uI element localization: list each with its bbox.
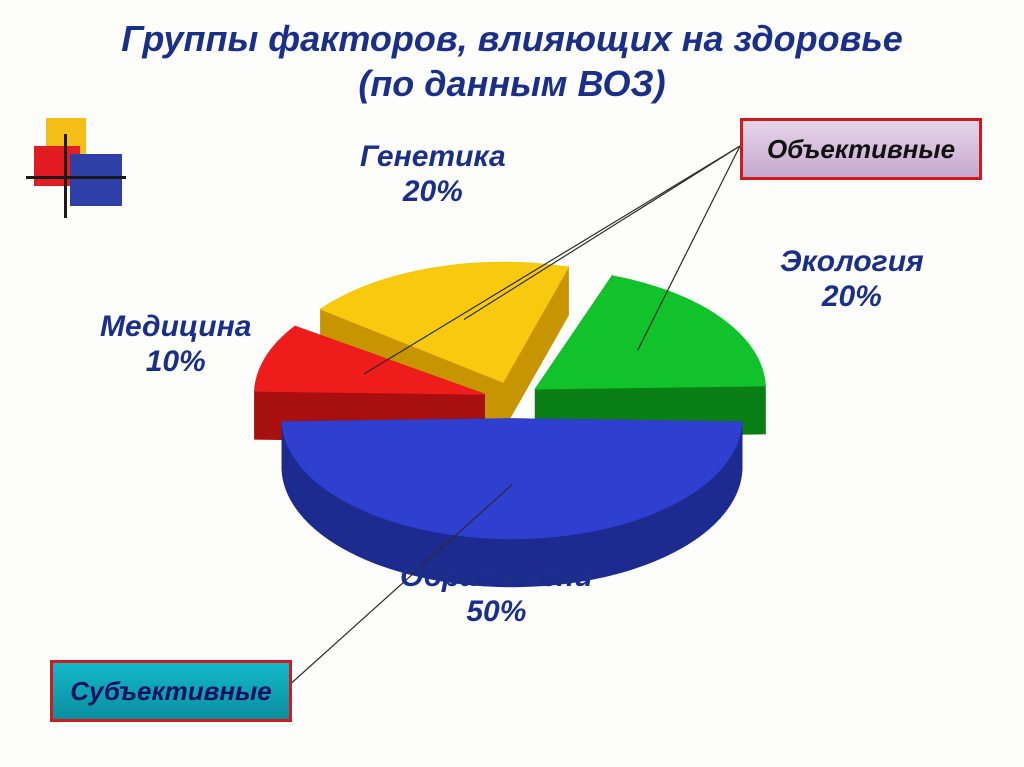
slice-pct: 10% — [100, 345, 251, 380]
slice-label-genetics: Генетика20% — [360, 140, 506, 209]
box-objective: Объективные — [740, 118, 982, 180]
slice-name: Генетика — [360, 140, 506, 175]
slice-name: Медицина — [100, 310, 251, 345]
slice-pct: 20% — [780, 280, 924, 315]
slice-label-lifestyle: Образ жизни50% — [400, 560, 593, 629]
slice-name: Образ жизни — [400, 560, 593, 595]
slice-label-ecology: Экология20% — [780, 245, 924, 314]
slice-name: Экология — [780, 245, 924, 280]
slice-pct: 20% — [360, 175, 506, 210]
pie-chart — [0, 0, 1024, 767]
slice-pct: 50% — [400, 595, 593, 630]
box-subjective: Субъективные — [50, 660, 292, 722]
slice-label-medicine: Медицина10% — [100, 310, 251, 379]
